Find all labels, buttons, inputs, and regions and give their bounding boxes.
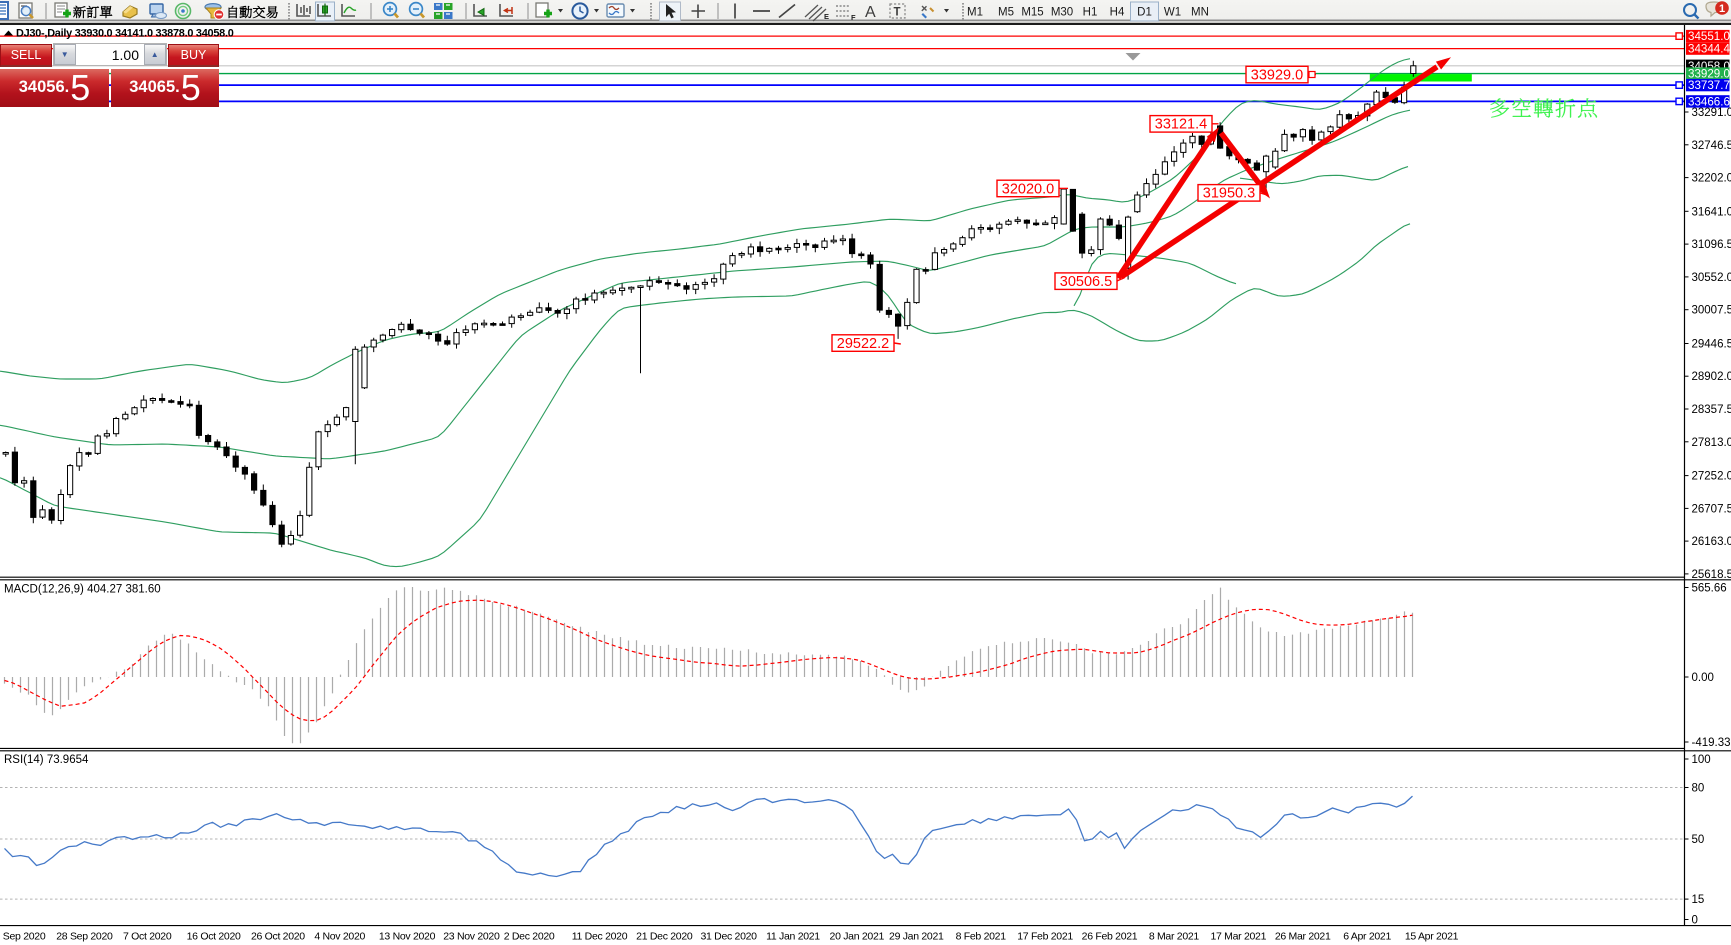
- svg-text:34344.4: 34344.4: [1688, 43, 1730, 56]
- svg-text:7 Oct 2020: 7 Oct 2020: [123, 931, 172, 943]
- svg-text:M30: M30: [1051, 7, 1073, 19]
- svg-text:28902.0: 28902.0: [1692, 371, 1731, 383]
- svg-text:8 Feb 2021: 8 Feb 2021: [956, 931, 1007, 943]
- svg-text:32020.0: 32020.0: [1002, 181, 1054, 197]
- svg-text:D1: D1: [1137, 7, 1152, 19]
- svg-text:15 Apr 2021: 15 Apr 2021: [1405, 931, 1459, 943]
- svg-text:MN: MN: [1191, 7, 1209, 19]
- svg-text:29446.5: 29446.5: [1692, 339, 1731, 351]
- svg-text:21 Dec 2020: 21 Dec 2020: [636, 931, 693, 943]
- svg-text:M1: M1: [967, 7, 983, 19]
- svg-text:27252.0: 27252.0: [1692, 471, 1731, 483]
- svg-text:33466.6: 33466.6: [1688, 96, 1730, 109]
- svg-text:13 Nov 2020: 13 Nov 2020: [379, 931, 436, 943]
- svg-text:8 Mar 2021: 8 Mar 2021: [1149, 931, 1200, 943]
- svg-text:11 Dec 2020: 11 Dec 2020: [572, 931, 628, 943]
- svg-text:30552.0: 30552.0: [1692, 272, 1731, 284]
- svg-text:27813.0: 27813.0: [1692, 437, 1731, 449]
- svg-text:0: 0: [1692, 915, 1698, 927]
- svg-text:565.66: 565.66: [1692, 583, 1727, 595]
- svg-text:F: F: [851, 13, 856, 22]
- svg-text:29 Jan 2021: 29 Jan 2021: [889, 931, 944, 943]
- svg-text:0.00: 0.00: [1692, 672, 1714, 684]
- svg-text:26 Feb 2021: 26 Feb 2021: [1082, 931, 1138, 943]
- svg-text:100: 100: [1692, 754, 1711, 766]
- svg-text:17 Feb 2021: 17 Feb 2021: [1017, 931, 1073, 943]
- svg-text:M5: M5: [998, 7, 1014, 19]
- svg-text:30506.5: 30506.5: [1060, 274, 1112, 290]
- svg-text:16 Oct 2020: 16 Oct 2020: [187, 931, 241, 943]
- svg-text:31 Dec 2020: 31 Dec 2020: [700, 931, 757, 943]
- svg-text:E: E: [824, 12, 829, 21]
- svg-text:T: T: [894, 7, 901, 19]
- svg-text:33737.7: 33737.7: [1688, 79, 1730, 92]
- svg-text:33929.0: 33929.0: [1688, 68, 1730, 81]
- svg-text:A: A: [865, 4, 876, 21]
- svg-text:26707.5: 26707.5: [1692, 503, 1731, 515]
- svg-text:30007.5: 30007.5: [1692, 305, 1731, 317]
- svg-text:26 Oct 2020: 26 Oct 2020: [251, 931, 305, 943]
- svg-text:23 Nov 2020: 23 Nov 2020: [443, 931, 500, 943]
- svg-text:RSI(14) 73.9654: RSI(14) 73.9654: [4, 754, 89, 766]
- svg-text:H1: H1: [1083, 7, 1098, 19]
- svg-text:33121.4: 33121.4: [1155, 117, 1207, 133]
- svg-text:2 Dec 2020: 2 Dec 2020: [504, 931, 555, 943]
- svg-text:11 Jan 2021: 11 Jan 2021: [766, 931, 820, 943]
- svg-text:80: 80: [1692, 783, 1705, 795]
- svg-text:32746.5: 32746.5: [1692, 140, 1731, 152]
- svg-text:W1: W1: [1164, 7, 1181, 19]
- svg-text:26 Mar 2021: 26 Mar 2021: [1275, 931, 1331, 943]
- svg-text:33291.0: 33291.0: [1692, 107, 1731, 119]
- svg-text:-419.33: -419.33: [1692, 737, 1731, 749]
- svg-text:17 Mar 2021: 17 Mar 2021: [1210, 931, 1266, 943]
- svg-text:DJ30-,Daily 33930.0 34141.0 3: DJ30-,Daily 33930.0 34141.0 33878.0 3405…: [16, 28, 234, 40]
- svg-text:33929.0: 33929.0: [1251, 67, 1303, 83]
- svg-text:H4: H4: [1110, 7, 1125, 19]
- svg-text:31950.3: 31950.3: [1203, 186, 1255, 202]
- svg-text:6 Apr 2021: 6 Apr 2021: [1343, 931, 1391, 943]
- svg-text:32202.0: 32202.0: [1692, 173, 1731, 185]
- svg-text:20 Jan 2021: 20 Jan 2021: [830, 931, 885, 943]
- svg-text:M15: M15: [1021, 7, 1043, 19]
- svg-text:50: 50: [1692, 834, 1705, 846]
- svg-text:1: 1: [1719, 3, 1725, 15]
- svg-text:31641.0: 31641.0: [1692, 206, 1731, 218]
- svg-text:31096.5: 31096.5: [1692, 239, 1731, 251]
- svg-text:28357.5: 28357.5: [1692, 404, 1731, 416]
- svg-text:MACD(12,26,9) 404.27 381.60: MACD(12,26,9) 404.27 381.60: [4, 584, 161, 596]
- svg-text:15: 15: [1692, 894, 1705, 906]
- svg-text:34551.0: 34551.0: [1688, 30, 1730, 43]
- svg-text:8 Sep 2020: 8 Sep 2020: [0, 931, 46, 943]
- svg-text:26163.0: 26163.0: [1692, 536, 1731, 548]
- svg-text:25618.5: 25618.5: [1692, 569, 1731, 581]
- svg-text:4 Nov 2020: 4 Nov 2020: [314, 931, 365, 943]
- svg-text:28 Sep 2020: 28 Sep 2020: [56, 931, 113, 943]
- svg-text:29522.2: 29522.2: [837, 336, 889, 352]
